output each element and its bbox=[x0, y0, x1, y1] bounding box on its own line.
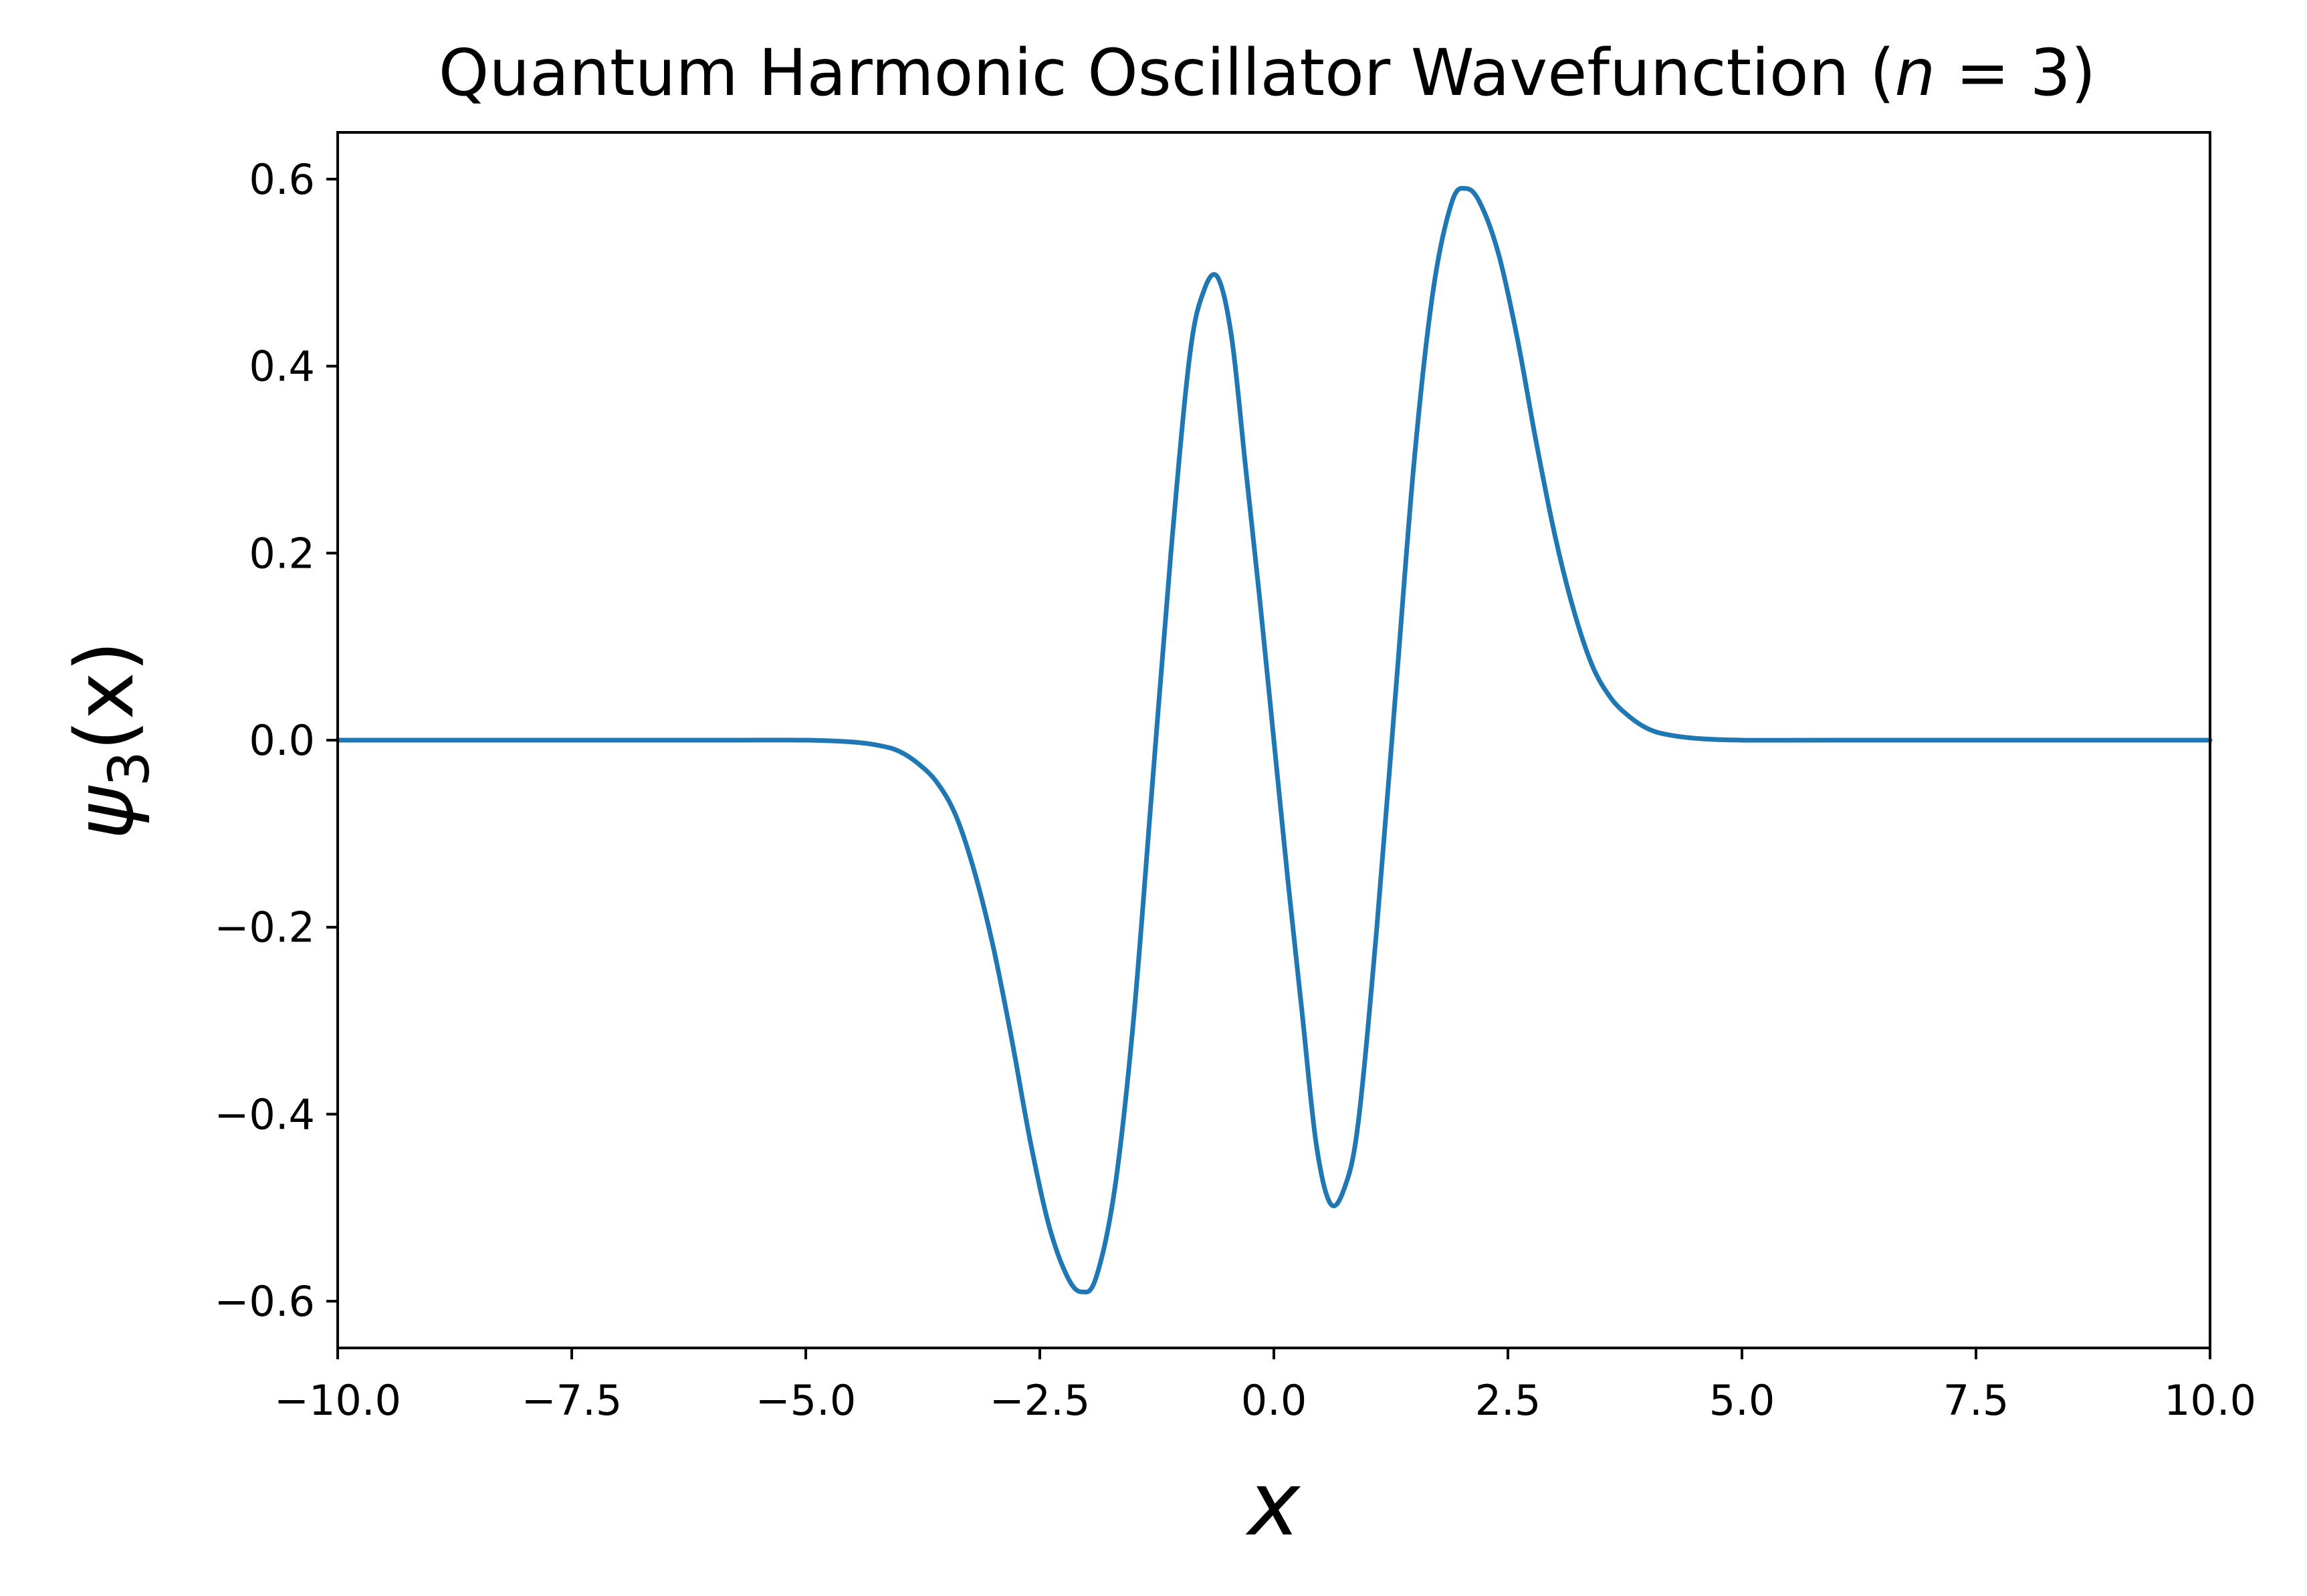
chart-title: Quantum Harmonic Oscillator Wavefunction… bbox=[439, 35, 2096, 110]
x-tick-label: 10.0 bbox=[2164, 1376, 2256, 1425]
y-tick-label: 0.2 bbox=[249, 529, 315, 578]
x-axis-ticks: −10.0 −7.5 −5.0 −2.5 0.0 2.5 5.0 7.5 10.0 bbox=[274, 1348, 2256, 1425]
y-tick-label: −0.4 bbox=[214, 1090, 315, 1139]
y-tick-label: 0.0 bbox=[249, 716, 315, 765]
x-tick-label: −5.0 bbox=[756, 1376, 857, 1425]
y-tick-label: 0.6 bbox=[249, 155, 315, 204]
series-group bbox=[335, 186, 2213, 1294]
y-tick-label: −0.2 bbox=[214, 903, 315, 952]
y-axis-label: ψ3(x) bbox=[59, 641, 162, 839]
y-tick-label: 0.4 bbox=[249, 342, 315, 391]
x-tick-label: 2.5 bbox=[1475, 1376, 1541, 1425]
x-tick-label: 7.5 bbox=[1943, 1376, 2009, 1425]
y-tick-label: −0.6 bbox=[214, 1277, 315, 1326]
x-axis-label: x bbox=[1245, 1453, 1301, 1556]
x-tick-label: 5.0 bbox=[1709, 1376, 1775, 1425]
y-axis-ticks: −0.6 −0.4 −0.2 0.0 0.2 0.4 0.6 bbox=[214, 155, 338, 1326]
x-tick-label: −7.5 bbox=[522, 1376, 623, 1425]
series-line-psi3 bbox=[335, 186, 2213, 1294]
x-tick-label: −10.0 bbox=[274, 1376, 401, 1425]
x-tick-label: 0.0 bbox=[1241, 1376, 1307, 1425]
x-tick-label: −2.5 bbox=[990, 1376, 1091, 1425]
